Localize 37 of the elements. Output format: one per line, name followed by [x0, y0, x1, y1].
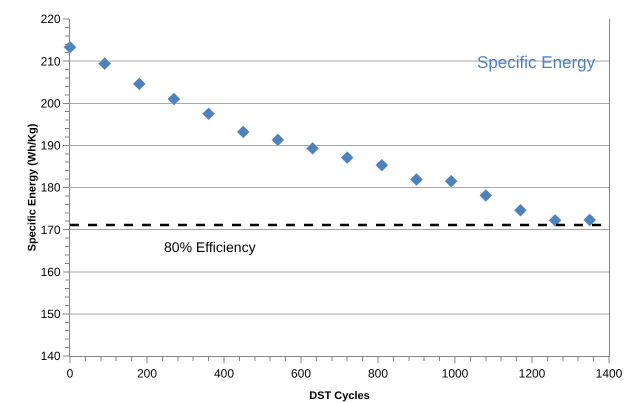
y-tick-label: 220 — [40, 12, 61, 26]
y-axis-title: Specific Energy (Wh/Kg) — [26, 123, 39, 252]
point — [479, 188, 493, 202]
point — [375, 158, 389, 172]
x-tick-label: 400 — [214, 366, 234, 380]
point — [410, 172, 424, 186]
y-tick-label: 210 — [40, 54, 61, 68]
y-tick-label: 200 — [40, 96, 61, 110]
point — [167, 92, 181, 106]
point — [306, 142, 320, 156]
x-tick-label: 1000 — [442, 366, 469, 380]
y-tick-label: 190 — [40, 138, 61, 153]
point — [63, 40, 77, 54]
x-tick-label: 200 — [136, 366, 158, 380]
y-tick-label: 170 — [40, 222, 61, 237]
point — [583, 213, 596, 227]
point — [236, 125, 250, 139]
y-tick-label: 160 — [40, 264, 61, 279]
point — [548, 214, 562, 228]
x-tick-label: 0 — [66, 366, 74, 380]
y-tick-label: 140 — [40, 349, 61, 364]
y-tick-label: 180 — [40, 180, 61, 195]
x-tick-label: 1400 — [596, 366, 623, 380]
ref-line-label: 80% Efficiency — [164, 239, 256, 255]
point — [444, 174, 458, 188]
x-tick-label: 800 — [368, 366, 388, 380]
point — [271, 133, 285, 147]
point — [132, 77, 146, 91]
x-tick-label: 1200 — [518, 366, 546, 380]
point — [514, 204, 528, 217]
point — [340, 150, 354, 164]
y-tick-label: 150 — [40, 307, 61, 322]
x-tick-label: 600 — [290, 366, 312, 380]
text: Specific Energy — [477, 53, 596, 72]
x-axis-title: DST Cycles — [309, 390, 370, 402]
point — [202, 107, 216, 121]
point — [98, 56, 112, 70]
